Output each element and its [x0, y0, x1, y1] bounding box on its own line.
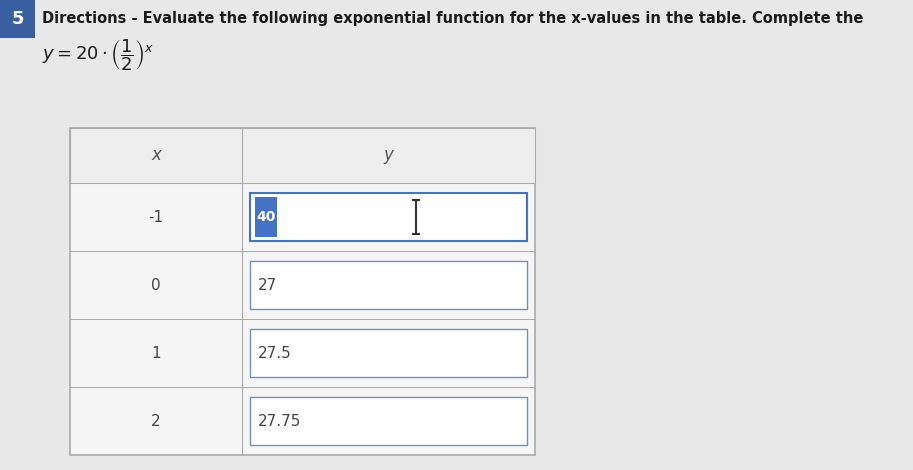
FancyBboxPatch shape: [250, 397, 527, 445]
Text: 27: 27: [258, 277, 278, 292]
FancyBboxPatch shape: [250, 261, 527, 309]
Bar: [70, 128, 535, 455]
Text: $y = 20 \cdot \left(\dfrac{1}{2}\right)^{x}$: $y = 20 \cdot \left(\dfrac{1}{2}\right)^…: [42, 37, 154, 73]
Bar: [255, 197, 277, 237]
Bar: [0, 0, 35, 38]
Text: 2: 2: [152, 414, 161, 429]
Text: Directions - Evaluate the following exponential function for the x-values in the: Directions - Evaluate the following expo…: [42, 10, 864, 25]
Text: 5: 5: [11, 10, 24, 28]
Text: 27.75: 27.75: [258, 414, 301, 429]
Bar: [70, 128, 535, 183]
Text: y: y: [383, 147, 394, 164]
Text: 27.5: 27.5: [258, 345, 292, 360]
Text: 1: 1: [152, 345, 161, 360]
Text: 40: 40: [257, 210, 276, 224]
FancyBboxPatch shape: [250, 329, 527, 377]
Text: -1: -1: [149, 210, 163, 225]
Text: x: x: [151, 147, 161, 164]
FancyBboxPatch shape: [250, 193, 527, 241]
Text: 0: 0: [152, 277, 161, 292]
